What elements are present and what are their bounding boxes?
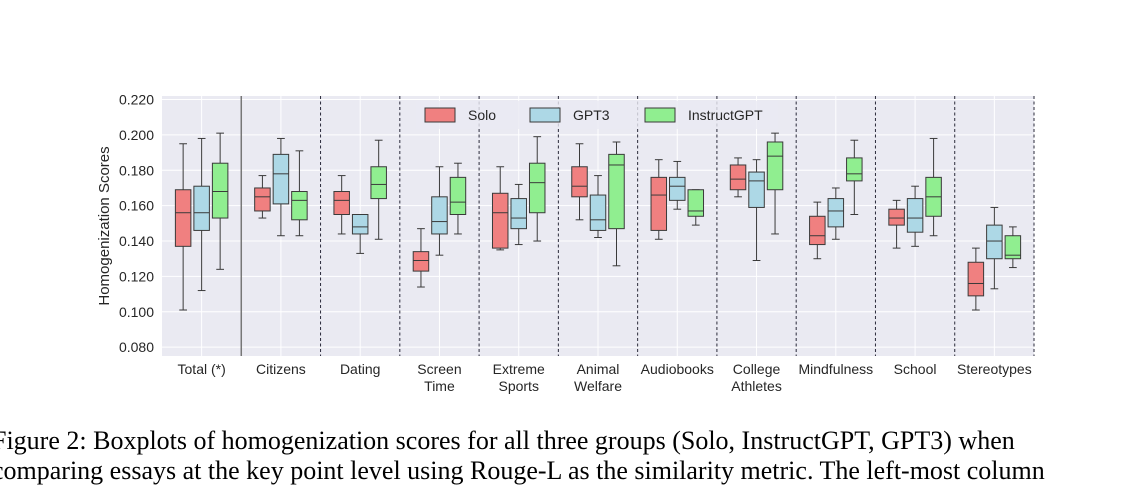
box-gpt3 — [351, 214, 369, 254]
box-instructgpt — [211, 132, 229, 270]
y-tick-label: 0.200 — [119, 127, 154, 143]
box-iqr — [1004, 235, 1022, 260]
caption-line-2: comparing essays at the key point level … — [0, 456, 1045, 485]
box-iqr — [589, 194, 607, 231]
box-instructgpt — [846, 139, 863, 216]
box-iqr — [528, 162, 546, 214]
box-solo — [571, 143, 588, 221]
x-tick-label: Citizens — [256, 361, 306, 377]
x-tick-label: Stereotypes — [957, 361, 1032, 377]
box-solo — [333, 175, 350, 235]
x-tick-label: School — [894, 361, 937, 377]
legend-label: GPT3 — [573, 107, 610, 123]
y-tick-label: 0.080 — [119, 339, 154, 355]
box-iqr — [846, 157, 863, 182]
box-iqr — [687, 189, 705, 217]
box-iqr — [272, 153, 290, 205]
y-tick-label: 0.180 — [119, 162, 154, 178]
y-tick-label: 0.120 — [119, 268, 154, 284]
boxplot-figure: 0.080 0.100 0.120 0.140 0.160 0.180 0.200 0.220… — [96, 92, 1035, 394]
x-tick-label: Dating — [340, 361, 380, 377]
y-tick-label: 0.140 — [119, 233, 154, 249]
box-iqr — [888, 208, 905, 226]
box-instructgpt — [1004, 226, 1022, 269]
box-iqr — [211, 162, 229, 219]
box-iqr — [967, 261, 985, 297]
box-iqr — [491, 192, 509, 249]
legend: Solo GPT3 InstructGPT — [416, 101, 778, 129]
legend-label: Solo — [468, 107, 496, 123]
box-gpt3 — [827, 187, 845, 240]
box-iqr — [827, 198, 845, 228]
box-iqr — [510, 198, 527, 230]
y-tick-label: 0.160 — [119, 198, 154, 214]
box-iqr — [449, 176, 467, 216]
figure-caption: Figure 2: Boxplots of homogenization sco… — [0, 426, 1132, 486]
box-solo — [254, 175, 271, 219]
x-tick-label: College Athletes — [731, 361, 782, 394]
box-instructgpt — [687, 189, 705, 226]
y-tick-label: 0.220 — [119, 92, 154, 108]
box-iqr — [608, 153, 625, 230]
legend-swatch — [644, 107, 676, 123]
box-iqr — [650, 176, 668, 231]
y-axis-title: Homogenization Scores — [96, 146, 113, 305]
box-gpt3 — [510, 183, 527, 246]
box-gpt3 — [748, 159, 765, 261]
box-iqr — [431, 196, 448, 235]
legend-swatch — [529, 107, 561, 123]
box-solo — [412, 228, 430, 288]
box-gpt3 — [272, 137, 290, 237]
box-iqr — [906, 198, 924, 233]
y-tick-label: 0.100 — [119, 304, 154, 320]
box-solo — [888, 199, 905, 249]
box-iqr — [370, 166, 387, 200]
box-solo — [174, 143, 192, 311]
box-gpt3 — [986, 206, 1003, 290]
box-iqr — [333, 191, 350, 216]
box-iqr — [571, 166, 588, 198]
box-iqr — [809, 215, 826, 246]
x-tick-label: Animal Welfare — [574, 361, 622, 394]
x-tick-label: Total (*) — [178, 361, 226, 377]
box-instructgpt — [766, 132, 784, 235]
box-instructgpt — [925, 137, 942, 237]
box-iqr — [193, 185, 210, 231]
box-iqr — [766, 141, 784, 191]
box-instructgpt — [291, 150, 308, 237]
x-tick-label: Mindfulness — [798, 361, 873, 377]
legend-swatch — [424, 107, 456, 123]
box-instructgpt — [608, 141, 625, 267]
boxplot-chart: 0.080 0.100 0.120 0.140 0.160 0.180 0.200 0.220… — [96, 92, 1035, 394]
box-solo — [729, 157, 747, 198]
box-gpt3 — [431, 166, 448, 256]
box-iqr — [291, 191, 308, 221]
box-solo — [809, 201, 826, 260]
box-instructgpt — [528, 136, 546, 242]
legend-label: InstructGPT — [688, 107, 763, 123]
box-gpt3 — [589, 175, 607, 238]
box-iqr — [986, 224, 1003, 260]
box-instructgpt — [449, 162, 467, 235]
box-solo — [967, 247, 985, 311]
box-gpt3 — [669, 160, 686, 210]
box-instructgpt — [370, 139, 387, 240]
legend-frame — [416, 101, 778, 129]
box-gpt3 — [906, 185, 924, 247]
box-iqr — [669, 176, 686, 201]
x-tick-label: Audiobooks — [641, 361, 714, 377]
caption-line-1: Figure 2: Boxplots of homogenization sco… — [0, 426, 1015, 455]
box-iqr — [174, 189, 192, 247]
box-solo — [650, 159, 668, 240]
box-iqr — [729, 164, 747, 191]
box-iqr — [412, 251, 430, 272]
box-solo — [491, 166, 509, 251]
box-iqr — [254, 187, 271, 212]
box-iqr — [351, 214, 369, 235]
x-tick-label: Screen Time — [417, 361, 461, 394]
box-iqr — [748, 171, 765, 208]
box-gpt3 — [193, 137, 210, 292]
x-tick-label: Extreme Sports — [493, 361, 545, 394]
